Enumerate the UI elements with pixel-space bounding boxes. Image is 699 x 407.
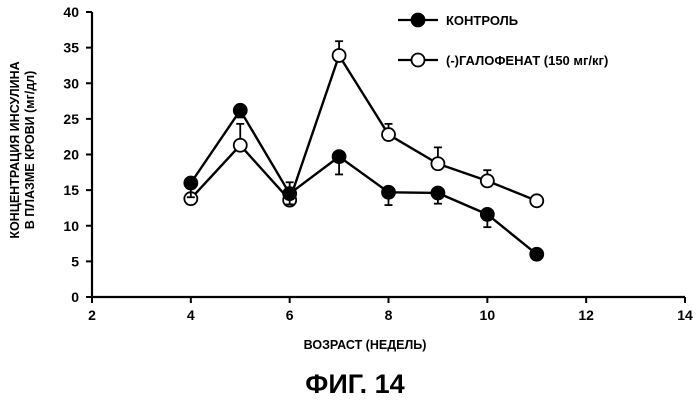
- data-point-control: [184, 177, 197, 190]
- y-tick-label: 10: [63, 218, 79, 234]
- y-tick-label: 25: [63, 111, 79, 127]
- data-point-control: [382, 186, 395, 199]
- data-point-halofenate: [333, 49, 346, 62]
- x-tick-label: 12: [578, 307, 594, 323]
- data-point-control: [481, 208, 494, 221]
- data-point-halofenate: [382, 128, 395, 141]
- y-tick-label: 40: [63, 4, 79, 20]
- legend-marker-open-circle: [412, 54, 425, 67]
- data-point-halofenate: [530, 194, 543, 207]
- legend-marker-filled-circle: [412, 14, 425, 27]
- x-tick-label: 2: [88, 307, 96, 323]
- y-tick-labels: 0 5 10 15 20 25 30 35 40: [63, 4, 79, 305]
- y-tick-label: 20: [63, 147, 79, 163]
- data-point-control: [530, 248, 543, 261]
- data-point-halofenate: [234, 139, 247, 152]
- x-tick-label: 14: [677, 307, 693, 323]
- y-tick-label: 0: [71, 289, 79, 305]
- data-point-halofenate: [481, 174, 494, 187]
- legend-item-halofenate: (-)ГАЛОФЕНАТ (150 мг/кг): [398, 53, 608, 68]
- x-axis-title: ВОЗРАСТ (НЕДЕЛЬ): [304, 338, 427, 352]
- y-axis-title-line-1: КОНЦЕНТРАЦИЯ ИНСУЛИНА: [8, 61, 22, 238]
- x-tick-label: 4: [187, 307, 195, 323]
- series-layer: [184, 41, 543, 261]
- legend-label-control: КОНТРОЛЬ: [446, 13, 518, 28]
- y-tick-label: 30: [63, 75, 79, 91]
- y-tick-label: 35: [63, 40, 79, 56]
- legend-item-control: КОНТРОЛЬ: [398, 13, 518, 28]
- y-tick-label: 15: [63, 182, 79, 198]
- y-tick-label: 5: [71, 253, 79, 269]
- y-axis-title: КОНЦЕНТРАЦИЯ ИНСУЛИНА В ПЛАЗМЕ КРОВИ (мг…: [8, 61, 37, 238]
- x-tick-label: 10: [480, 307, 496, 323]
- data-point-control: [283, 187, 296, 200]
- data-point-halofenate: [431, 157, 444, 170]
- data-point-control: [333, 150, 346, 163]
- legend: КОНТРОЛЬ (-)ГАЛОФЕНАТ (150 мг/кг): [398, 13, 608, 68]
- data-point-control: [234, 104, 247, 117]
- y-axis-title-line-2: В ПЛАЗМЕ КРОВИ (мг/дл): [23, 71, 37, 229]
- figure-caption: ФИГ. 14: [305, 369, 404, 399]
- x-tick-label: 6: [286, 307, 294, 323]
- x-tick-labels: 2 4 6 8 10 12 14: [88, 307, 693, 323]
- x-tick-label: 8: [385, 307, 393, 323]
- data-point-control: [431, 186, 444, 199]
- legend-label-halofenate: (-)ГАЛОФЕНАТ (150 мг/кг): [446, 53, 608, 68]
